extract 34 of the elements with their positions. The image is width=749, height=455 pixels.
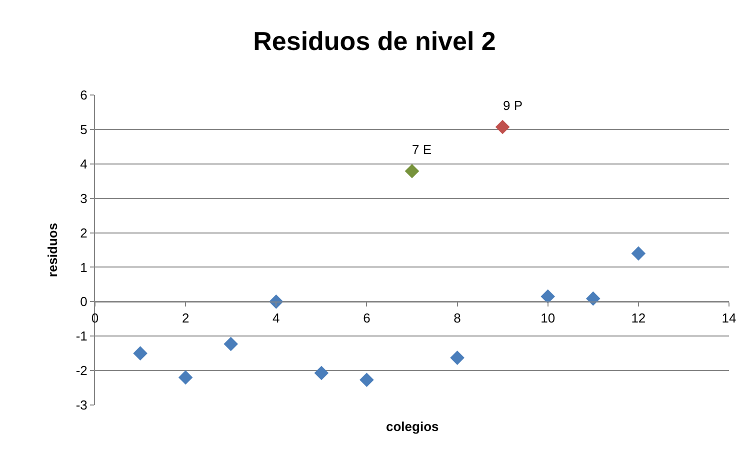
x-tick-label: 2 bbox=[182, 310, 190, 326]
x-tick-label: 0 bbox=[91, 310, 99, 326]
x-tick-label: 4 bbox=[272, 310, 280, 326]
x-tick-label: 12 bbox=[631, 310, 646, 326]
point bbox=[133, 346, 148, 360]
annotation: 9 P bbox=[503, 98, 523, 113]
y-tick-label: -2 bbox=[76, 363, 88, 378]
point bbox=[586, 291, 600, 306]
y-tick-label: -1 bbox=[76, 328, 88, 344]
annotation: 7 E bbox=[412, 142, 432, 157]
point bbox=[224, 336, 238, 352]
y-tick-label: 6 bbox=[80, 88, 88, 103]
point bbox=[495, 120, 510, 134]
point bbox=[178, 370, 193, 385]
point bbox=[404, 164, 420, 178]
x-tick-label: 10 bbox=[540, 310, 556, 326]
point bbox=[631, 246, 646, 261]
y-tick-label: 0 bbox=[80, 294, 88, 310]
point bbox=[314, 366, 329, 380]
point bbox=[540, 289, 556, 304]
chart-title: Residuos de nivel 2 bbox=[253, 26, 496, 56]
x-tick-label: 8 bbox=[454, 310, 461, 326]
y-tick-label: 5 bbox=[80, 122, 88, 137]
point bbox=[450, 350, 464, 365]
y-tick-label: 1 bbox=[80, 260, 88, 275]
y-axis-title: residuos bbox=[44, 222, 60, 278]
x-tick-label: 14 bbox=[722, 310, 736, 326]
point bbox=[360, 372, 374, 388]
y-tick-label: -3 bbox=[76, 398, 88, 413]
y-tick-label: 3 bbox=[80, 190, 88, 206]
y-tick-label: 4 bbox=[80, 156, 88, 172]
x-axis-title: colegios bbox=[386, 419, 439, 434]
y-tick-label: 2 bbox=[80, 225, 88, 240]
x-tick-label: 6 bbox=[363, 310, 370, 326]
